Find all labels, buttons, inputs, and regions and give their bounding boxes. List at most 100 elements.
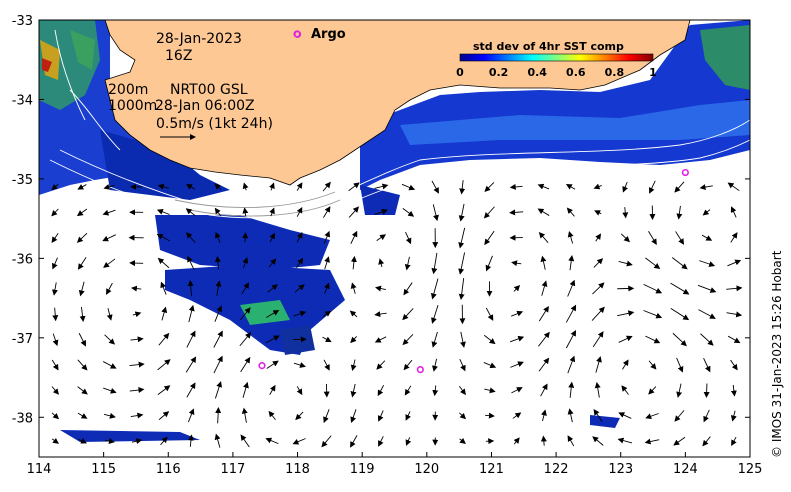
current-vector-arrow (103, 184, 115, 190)
current-vector-arrow (459, 180, 466, 195)
current-vector-arrow (161, 306, 168, 321)
current-vector-arrow (269, 384, 276, 395)
current-vector-arrow (404, 385, 412, 396)
current-vector-arrow (672, 332, 687, 347)
lat-tick-label: -38 (12, 411, 33, 426)
current-vector-arrow (104, 334, 116, 345)
current-vector-arrow (648, 360, 657, 370)
current-vector-arrow (296, 206, 303, 217)
current-vector-arrow (266, 360, 279, 369)
current-vector-arrow (214, 305, 223, 322)
current-vector-arrow (158, 332, 170, 346)
current-vector-arrow (565, 304, 577, 323)
current-vector-arrow (77, 257, 87, 270)
current-vector-arrow (511, 260, 522, 267)
current-vector-arrow (77, 359, 88, 371)
current-vector-arrow (701, 234, 713, 241)
current-vector-arrow (403, 359, 413, 371)
current-vector-arrow (431, 180, 439, 194)
lat-tick-label: -36 (12, 252, 33, 267)
current-vector-arrow (618, 412, 632, 419)
current-vector-arrow (51, 386, 60, 395)
current-vector-arrow (617, 437, 633, 444)
depth-200-label: 200m (108, 82, 148, 98)
current-vector-arrow (703, 409, 710, 423)
current-vector-arrow (509, 335, 525, 343)
lon-tick-label: 120 (414, 462, 439, 477)
current-vector-arrow (673, 436, 686, 446)
current-vector-arrow (51, 412, 60, 420)
current-vector-arrow (324, 282, 330, 294)
argo-legend-label: Argo (311, 27, 346, 42)
current-vector-arrow (185, 208, 196, 217)
current-vector-arrow (103, 258, 116, 268)
current-vector-arrow (618, 260, 633, 267)
current-vector-arrow (322, 181, 331, 192)
current-vector-arrow (78, 438, 87, 444)
current-vector-arrow (106, 308, 113, 321)
current-vector-arrow (132, 311, 142, 318)
current-vector-arrow (129, 387, 145, 394)
current-vector-arrow (483, 206, 495, 219)
current-vector-arrow (241, 282, 250, 295)
current-vector-arrow (242, 207, 249, 217)
current-vector-arrow (374, 183, 389, 190)
current-vector-arrow (350, 359, 357, 372)
current-vector-arrow (458, 278, 465, 301)
current-vector-arrow (188, 304, 195, 323)
lat-tick-label: -33 (12, 14, 33, 29)
current-vector-arrow (730, 410, 737, 422)
current-vector-arrow (78, 332, 86, 347)
current-vector-arrow (52, 257, 58, 270)
current-vector-arrow (214, 433, 221, 448)
current-vector-arrow (52, 307, 59, 322)
plot-frame (38, 19, 751, 458)
current-vector-arrow (186, 330, 196, 348)
current-vector-arrow (242, 381, 249, 398)
scale-label: 0.5m/s (1kt 24h) (156, 116, 273, 132)
current-vector-arrow (296, 386, 303, 396)
current-vector-arrow (103, 387, 117, 394)
current-vector-arrow (511, 310, 524, 317)
current-vector-arrow (104, 438, 115, 444)
current-vector-arrow (541, 409, 547, 422)
current-vector-arrow (404, 256, 411, 271)
current-vector-arrow (645, 335, 661, 344)
current-vector-arrow (702, 436, 711, 447)
current-vector-arrow (592, 436, 604, 446)
current-vector-arrow (402, 207, 415, 217)
current-vector-arrow (594, 210, 602, 216)
current-vector-arrow (185, 232, 196, 243)
current-vector-arrow (51, 282, 58, 296)
current-vector-arrow (378, 436, 384, 447)
current-vector-arrow (295, 411, 304, 421)
altimetry-label: NRT00 GSL (170, 82, 248, 98)
current-vector-arrow (185, 356, 197, 373)
current-vector-arrow (540, 435, 547, 446)
current-vector-arrow (156, 233, 171, 242)
current-vector-arrow (51, 183, 59, 191)
current-vector-arrow (350, 435, 358, 448)
current-vector-arrow (674, 410, 685, 422)
current-vector-arrow (242, 182, 249, 191)
lat-tick-label: -35 (12, 173, 33, 188)
current-vector-arrow (51, 233, 59, 243)
current-vector-arrow (214, 183, 222, 191)
current-vector-arrow (671, 257, 688, 270)
current-vector-arrow (592, 331, 604, 348)
lon-tick-label: 118 (285, 462, 310, 477)
current-vector-arrow (432, 385, 439, 397)
latitude-axis: -33 -34 -35 -36 -37 -38 (12, 14, 750, 426)
current-vector-arrow (509, 209, 524, 216)
current-vector-arrow (187, 255, 195, 270)
current-vector-arrow (240, 356, 251, 373)
current-vector-arrow (645, 413, 659, 420)
current-vector-arrow (617, 310, 635, 317)
current-vector-arrow (538, 331, 550, 347)
current-vector-arrow (537, 208, 550, 216)
current-vector-arrow (102, 209, 116, 216)
current-vector-arrow (675, 231, 685, 245)
current-vector-arrow (269, 207, 275, 217)
current-vector-arrow (568, 381, 575, 398)
current-vector-arrow (293, 310, 307, 317)
